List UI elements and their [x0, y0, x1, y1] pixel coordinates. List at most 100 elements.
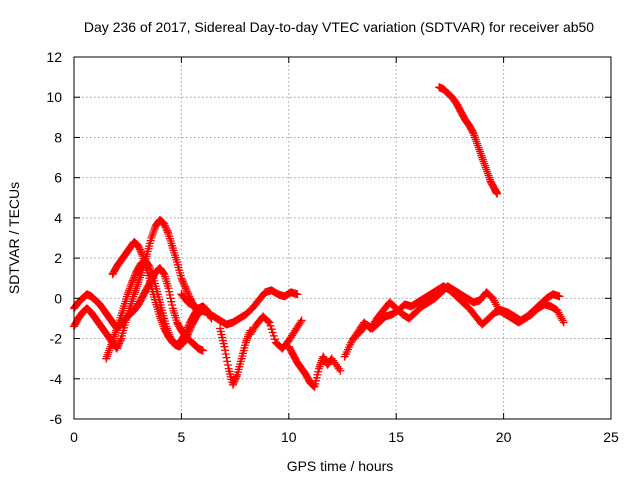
- data-point: [221, 346, 230, 355]
- data-point: [136, 247, 145, 256]
- data-point: [333, 362, 342, 371]
- data-point: [158, 268, 167, 277]
- data-point: [329, 356, 338, 365]
- data-point: [148, 270, 157, 279]
- data-point: [471, 135, 480, 144]
- data-point: [469, 129, 478, 138]
- data-point: [479, 157, 488, 166]
- data-point: [480, 161, 489, 170]
- data-point: [109, 334, 118, 343]
- data-point: [482, 165, 491, 174]
- data-point: [198, 346, 207, 355]
- series-track-h: [284, 342, 345, 391]
- data-point: [470, 133, 479, 142]
- data-point: [179, 279, 188, 288]
- data-point: [336, 366, 345, 375]
- chart-title: Day 236 of 2017, Sidereal Day-to-day VTE…: [84, 19, 594, 35]
- data-point: [180, 282, 189, 291]
- data-point: [147, 234, 156, 242]
- grid: [74, 57, 611, 419]
- data-point: [491, 298, 500, 307]
- data-point: [148, 229, 157, 238]
- x-tick-label: 0: [70, 429, 78, 445]
- x-tick-label: 25: [603, 429, 619, 445]
- data-point: [125, 286, 134, 295]
- data-point: [103, 350, 112, 359]
- y-tick-label: 6: [54, 170, 62, 186]
- data-point: [123, 290, 132, 299]
- data-point: [221, 349, 230, 358]
- data-point: [485, 175, 494, 184]
- data-point: [470, 131, 479, 140]
- data-point: [128, 276, 137, 285]
- data-point: [555, 292, 564, 301]
- x-tick-label: 20: [496, 429, 512, 445]
- y-tick-label: 2: [54, 250, 62, 266]
- data-point: [158, 320, 167, 329]
- series-track-g: [246, 312, 306, 353]
- data-point: [113, 342, 122, 351]
- data-point: [130, 271, 139, 280]
- data-point: [183, 289, 192, 298]
- data-point: [317, 358, 326, 367]
- data-point: [184, 321, 193, 330]
- data-point: [135, 243, 144, 252]
- data-point: [178, 275, 187, 284]
- data-point: [220, 342, 229, 351]
- data-point: [267, 325, 276, 334]
- data-point: [124, 288, 133, 297]
- data-point: [483, 167, 492, 176]
- data-point: [296, 318, 305, 327]
- data-point: [112, 326, 121, 335]
- data-point: [557, 314, 566, 323]
- data-point: [478, 155, 487, 164]
- data-point: [106, 342, 115, 351]
- data-point: [160, 221, 169, 230]
- y-tick-label: 4: [54, 210, 62, 226]
- data-point: [184, 290, 193, 299]
- data-point: [183, 287, 192, 296]
- data-point: [130, 273, 139, 282]
- data-point: [102, 354, 111, 363]
- data-point: [241, 338, 250, 347]
- data-point: [473, 141, 482, 150]
- data-point: [177, 274, 186, 283]
- data-point: [107, 340, 116, 349]
- data-point: [558, 316, 567, 325]
- data-point: [223, 361, 232, 370]
- data-point: [330, 358, 339, 367]
- data-point: [265, 318, 274, 327]
- data-point: [232, 372, 241, 381]
- data-point: [488, 294, 497, 303]
- data-point: [161, 223, 170, 232]
- data-point: [104, 348, 113, 357]
- y-tick-label: 10: [46, 89, 62, 105]
- y-tick-label: -6: [50, 411, 63, 427]
- data-point: [293, 290, 302, 299]
- data-point: [554, 308, 563, 317]
- data-point: [477, 151, 486, 160]
- data-point: [150, 225, 159, 234]
- y-tick-label: -2: [50, 331, 63, 347]
- data-point: [553, 306, 562, 315]
- data-point: [114, 341, 123, 350]
- data-point: [468, 128, 477, 137]
- data-point: [162, 224, 171, 233]
- data-point: [166, 294, 175, 303]
- y-tick-label: -4: [50, 371, 63, 387]
- data-point: [231, 374, 240, 383]
- data-point: [163, 228, 172, 237]
- data-point: [160, 219, 169, 228]
- data-point: [138, 250, 147, 259]
- data-point: [493, 189, 502, 198]
- y-axis-label: SDTVAR / TECUs: [6, 182, 22, 294]
- data-point: [183, 323, 192, 332]
- data-point: [182, 285, 191, 294]
- data-point: [483, 169, 492, 178]
- data-point: [126, 282, 135, 291]
- series-track-k: [435, 83, 502, 198]
- data-point: [102, 352, 111, 361]
- data-point: [129, 274, 138, 283]
- data-point: [181, 284, 190, 293]
- data-point: [222, 353, 231, 362]
